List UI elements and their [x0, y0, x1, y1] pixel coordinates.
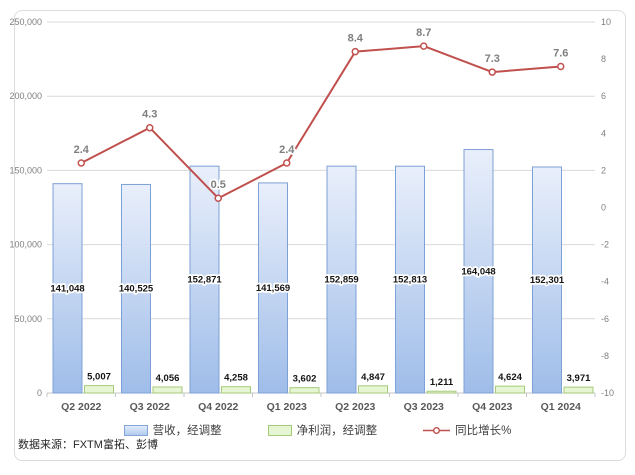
right-axis-tick-label: -2 [601, 240, 609, 250]
left-axis-tick-label: 50,000 [14, 314, 42, 324]
left-axis-tick-label: 200,000 [9, 91, 42, 101]
revenue-bar [189, 165, 220, 394]
x-axis-label: Q3 2023 [404, 401, 444, 413]
x-axis-label: Q1 2023 [267, 401, 307, 413]
profit-bar [563, 386, 594, 394]
profit-bar [221, 386, 251, 394]
growth-label: 8.7 [416, 27, 431, 39]
growth-marker [283, 159, 291, 167]
profit-label: 5,007 [87, 372, 111, 383]
revenue-bar [532, 166, 562, 394]
growth-marker [488, 68, 496, 76]
x-axis-label: Q4 2022 [198, 401, 238, 413]
growth-label: 8.4 [348, 33, 364, 45]
growth-marker [214, 194, 222, 202]
revenue-label: 152,859 [324, 275, 358, 286]
profit-bar [289, 387, 320, 394]
growth-label: 2.4 [74, 144, 90, 156]
right-axis-tick-label: 10 [601, 17, 611, 27]
legend-label-revenue: 营收，经调整 [152, 425, 222, 437]
left-axis-tick-label: 0 [37, 388, 42, 398]
growth-marker [351, 47, 359, 56]
right-axis-tick-label: 4 [601, 128, 606, 138]
revenue-label: 140,525 [119, 284, 154, 295]
x-axis-label: Q4 2023 [472, 401, 512, 413]
revenue-bar [121, 183, 151, 394]
revenue-label: 141,048 [50, 283, 84, 294]
growth-label: 4.3 [142, 109, 157, 121]
profit-bar [495, 385, 525, 394]
revenue-label: 164,048 [461, 266, 495, 277]
growth-label: 0.5 [211, 179, 226, 191]
legend-item-revenue: 营收，经调整 [123, 422, 222, 438]
profit-label: 4,056 [156, 373, 180, 384]
growth-line-swatch-icon [423, 426, 451, 434]
revenue-label: 152,813 [393, 275, 427, 286]
profit-bar [84, 385, 114, 394]
profit-label: 4,258 [224, 373, 248, 384]
chart-legend: 营收，经调整 净利润，经调整 同比增长% [0, 422, 635, 438]
profit-label: 3,971 [567, 373, 591, 384]
profit-bar [358, 385, 388, 394]
growth-marker [420, 42, 428, 50]
legend-label-profit: 净利润，经调整 [296, 425, 378, 437]
growth-marker [77, 159, 85, 167]
revenue-bar [326, 165, 357, 394]
revenue-label: 152,871 [187, 275, 222, 286]
profit-swatch-icon [267, 424, 292, 436]
revenue-label: 152,301 [530, 275, 565, 286]
x-axis-label: Q1 2024 [541, 401, 581, 413]
revenue-label: 141,569 [256, 283, 290, 294]
growth-marker [146, 123, 154, 132]
revenue-bar [463, 149, 494, 394]
source-note: 数据来源：FXTM富拓、彭博 [18, 439, 158, 451]
right-axis-tick-label: 2 [601, 165, 606, 175]
right-axis-tick-label: 8 [601, 54, 606, 64]
profit-label: 1,211 [430, 377, 454, 388]
legend-item-growth: 同比增长% [423, 422, 511, 438]
right-axis-tick-label: -10 [601, 388, 614, 398]
legend-label-growth: 同比增长% [455, 425, 512, 437]
revenue-bar [395, 165, 425, 394]
left-axis-tick-label: 150,000 [9, 165, 42, 175]
legend-item-profit: 净利润，经调整 [267, 422, 378, 438]
x-axis-label: Q3 2022 [130, 401, 170, 413]
profit-label: 4,624 [498, 372, 522, 383]
x-axis-label: Q2 2023 [335, 401, 375, 413]
growth-label: 2.4 [279, 144, 295, 156]
right-axis-tick-label: 0 [601, 203, 606, 213]
revenue-bar [52, 183, 83, 394]
right-axis-tick-label: -8 [601, 351, 609, 361]
left-axis-tick-label: 250,000 [9, 17, 42, 27]
right-axis-tick-label: 6 [601, 91, 606, 101]
profit-label: 3,602 [293, 374, 317, 385]
profit-label: 4,847 [361, 372, 385, 383]
profit-bar [426, 390, 457, 394]
right-axis-tick-label: -6 [601, 314, 609, 324]
left-axis-tick-label: 100,000 [9, 240, 42, 250]
growth-label: 7.3 [485, 53, 500, 65]
growth-line [80, 45, 561, 200]
revenue-bar [258, 182, 288, 394]
x-axis-label: Q2 2022 [61, 401, 101, 413]
growth-marker [557, 62, 565, 71]
right-axis-tick-label: -4 [601, 277, 609, 287]
growth-label: 7.6 [553, 48, 568, 60]
revenue-swatch-icon [123, 424, 148, 436]
profit-bar [152, 386, 183, 394]
